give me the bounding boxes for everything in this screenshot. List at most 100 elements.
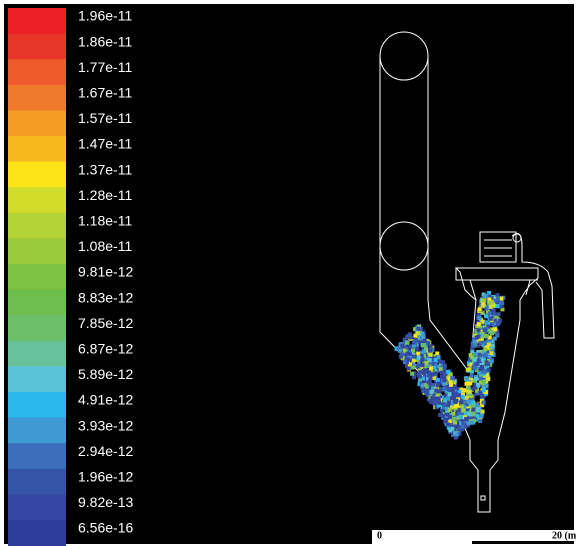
particle <box>440 371 444 375</box>
particle <box>475 403 479 407</box>
particle <box>429 353 433 357</box>
particle <box>460 425 464 429</box>
particle <box>468 381 472 385</box>
scale-bar-bg <box>372 530 574 541</box>
particle <box>425 361 429 365</box>
color-swatch <box>8 341 66 367</box>
particle <box>467 367 471 371</box>
particle <box>452 417 456 421</box>
particle <box>453 400 457 404</box>
particle <box>413 355 417 359</box>
particle <box>456 427 460 431</box>
particle <box>482 298 486 302</box>
particle <box>477 316 481 320</box>
particle <box>493 318 497 322</box>
particle <box>438 413 442 417</box>
particle <box>426 374 430 378</box>
color-swatch <box>8 34 66 60</box>
colorbar-label: 6.56e-16 <box>78 520 133 536</box>
particle <box>449 380 453 384</box>
particle <box>455 432 459 436</box>
particle <box>410 372 414 376</box>
particle <box>486 362 490 366</box>
particle <box>446 422 450 426</box>
colorbar-label: 6.87e-12 <box>78 341 133 357</box>
particle <box>447 387 451 391</box>
colorbar-label: 1.37e-11 <box>78 161 132 177</box>
particle <box>487 368 491 372</box>
colorbar-label: 1.18e-11 <box>78 213 132 229</box>
particle <box>484 307 488 311</box>
viewport: 1.96e-111.86e-111.77e-111.67e-111.57e-11… <box>0 0 576 546</box>
colorbar-label: 1.77e-11 <box>78 59 132 75</box>
particle <box>427 380 431 384</box>
particle <box>429 400 433 404</box>
particle <box>477 328 481 332</box>
particle <box>450 376 454 380</box>
particle <box>488 330 492 334</box>
scale-label: 0 <box>377 530 382 541</box>
particle <box>425 369 429 373</box>
particle <box>450 427 454 431</box>
particle <box>416 327 420 331</box>
particle <box>415 346 419 350</box>
scale-label: 20 (m <box>552 530 576 541</box>
colorbar-label: 1.08e-11 <box>78 238 132 254</box>
particle <box>470 374 474 378</box>
screenshot: 1.96e-111.86e-111.77e-111.67e-111.57e-11… <box>0 0 576 546</box>
color-swatch <box>8 264 66 290</box>
particle <box>405 352 409 356</box>
particle <box>437 401 441 405</box>
particle <box>437 382 441 386</box>
particle <box>437 359 441 363</box>
particle <box>482 388 486 392</box>
colorbar-label: 1.28e-11 <box>78 187 132 203</box>
particle <box>493 327 497 331</box>
particle <box>417 355 421 359</box>
particle <box>434 358 438 362</box>
particle <box>447 392 451 396</box>
particle <box>483 347 487 351</box>
particle <box>411 349 415 353</box>
particle <box>434 389 438 393</box>
particle <box>476 343 480 347</box>
particle <box>464 376 468 380</box>
particle <box>461 395 465 399</box>
colorbar-label: 5.89e-12 <box>78 366 133 382</box>
particle <box>485 334 489 338</box>
particle <box>416 364 420 368</box>
color-swatch <box>8 85 66 111</box>
color-swatch <box>8 520 66 546</box>
particle <box>485 384 489 388</box>
scale-bar <box>372 541 472 544</box>
particle <box>475 362 479 366</box>
color-swatch <box>8 418 66 444</box>
color-swatch <box>8 187 66 213</box>
particle <box>447 401 451 405</box>
color-swatch <box>8 392 66 418</box>
colorbar-label: 9.81e-12 <box>78 264 133 280</box>
particle <box>478 367 482 371</box>
particle <box>460 401 464 405</box>
particle <box>446 370 450 374</box>
particle <box>491 344 495 348</box>
particle <box>483 328 487 332</box>
particle <box>399 354 403 358</box>
particle <box>477 359 481 363</box>
color-swatch <box>8 238 66 264</box>
particle <box>420 358 424 362</box>
particle <box>430 396 434 400</box>
particle <box>467 385 471 389</box>
particle <box>495 322 499 326</box>
particle <box>496 296 500 300</box>
particle <box>470 346 474 350</box>
color-swatch <box>8 494 66 520</box>
color-swatch <box>8 162 66 188</box>
particle <box>421 363 425 367</box>
particle <box>466 400 470 404</box>
particle <box>403 360 407 364</box>
colorbar-label: 7.85e-12 <box>78 315 133 331</box>
particle <box>478 307 482 311</box>
particle <box>477 335 481 339</box>
color-swatch <box>8 136 66 162</box>
